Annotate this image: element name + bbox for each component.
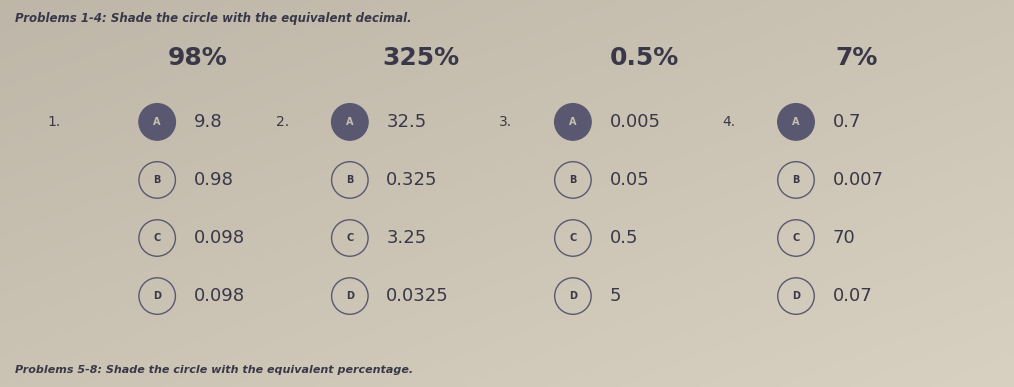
Text: 0.0325: 0.0325 [386,287,449,305]
Text: 98%: 98% [168,46,227,70]
Text: A: A [153,117,161,127]
Text: 0.325: 0.325 [386,171,438,189]
Text: C: C [153,233,161,243]
Text: A: A [792,117,800,127]
Text: Problems 5-8: Shade the circle with the equivalent percentage.: Problems 5-8: Shade the circle with the … [15,365,414,375]
Text: C: C [346,233,354,243]
Text: 70: 70 [832,229,855,247]
Text: 0.07: 0.07 [832,287,872,305]
Text: 0.5%: 0.5% [609,46,678,70]
Text: 32.5: 32.5 [386,113,427,131]
Text: 325%: 325% [382,46,459,70]
Text: 3.25: 3.25 [386,229,427,247]
Ellipse shape [332,104,368,140]
Text: 0.05: 0.05 [609,171,649,189]
Text: 0.7: 0.7 [832,113,861,131]
Text: 0.007: 0.007 [832,171,883,189]
Text: 4.: 4. [722,115,735,129]
Text: A: A [569,117,577,127]
Text: A: A [346,117,354,127]
Text: 7%: 7% [836,46,878,70]
Text: 3.: 3. [499,115,512,129]
Text: D: D [792,291,800,301]
Text: B: B [153,175,161,185]
Text: C: C [569,233,577,243]
Text: 1.: 1. [48,115,61,129]
Text: 0.005: 0.005 [609,113,660,131]
Text: Problems 1-4: Shade the circle with the equivalent decimal.: Problems 1-4: Shade the circle with the … [15,12,412,25]
Text: 0.098: 0.098 [194,229,244,247]
Text: D: D [153,291,161,301]
Text: 0.098: 0.098 [194,287,244,305]
Text: B: B [346,175,354,185]
Text: D: D [569,291,577,301]
Text: B: B [792,175,800,185]
Text: C: C [792,233,800,243]
Text: 9.8: 9.8 [194,113,222,131]
Ellipse shape [555,104,591,140]
Text: 0.5: 0.5 [609,229,638,247]
Text: B: B [569,175,577,185]
Text: 2.: 2. [276,115,289,129]
Text: 0.98: 0.98 [194,171,233,189]
Ellipse shape [139,104,175,140]
Text: 5: 5 [609,287,621,305]
Text: D: D [346,291,354,301]
Ellipse shape [778,104,814,140]
